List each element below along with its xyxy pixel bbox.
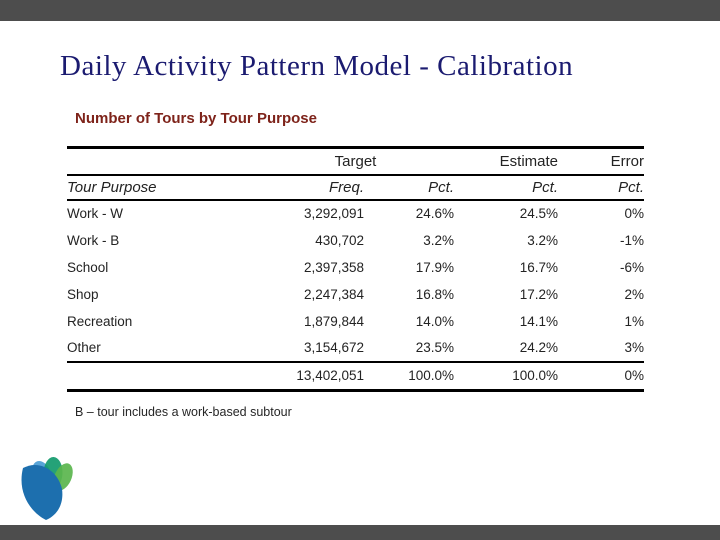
top-bar (0, 0, 720, 21)
cell: 13,402,051 (257, 360, 364, 391)
cell: 3.2% (423, 232, 455, 248)
table-caption: Number of Tours by Tour Purpose (75, 110, 317, 127)
row-label (67, 360, 257, 391)
cell: 1% (624, 313, 645, 329)
cell: 24.2% (519, 340, 559, 355)
table-row: Other 3,154,672 23.5% 24.2% 3% (67, 335, 644, 362)
slide-title: Daily Activity Pattern Model - Calibrati… (60, 50, 574, 82)
row-label: Shop (67, 286, 99, 302)
row-label: Recreation (67, 313, 133, 329)
cell: 2,397,358 (303, 259, 364, 275)
col-group-error: Error (558, 147, 645, 176)
col-group-estimate: Estimate (454, 147, 559, 176)
cell: -1% (620, 232, 645, 248)
bottom-bar (0, 525, 720, 540)
row-label: Work - W (67, 206, 123, 221)
cell: 100.0% (364, 360, 455, 391)
cell: 16.8% (415, 286, 455, 302)
table-row: Shop 2,247,384 16.8% 17.2% 2% (67, 281, 644, 308)
table-row: Work - W 3,292,091 24.6% 24.5% 0% (67, 200, 644, 227)
cell: 0% (624, 206, 645, 221)
cell: -6% (620, 259, 645, 275)
header-tour-purpose: Tour Purpose (67, 174, 257, 201)
cell: 2% (624, 286, 645, 302)
cell: 14.0% (415, 313, 455, 329)
petal-flower-logo (21, 457, 73, 520)
cell: 17.2% (519, 286, 559, 302)
header-estimate-pct: Pct. (454, 174, 559, 201)
header-freq: Freq. (257, 174, 364, 201)
cell: 3.2% (527, 232, 559, 248)
footnote: B – tour includes a work-based subtour (75, 405, 292, 419)
column-header-row: Tour Purpose Freq. Pct. Pct. Pct. (67, 174, 645, 201)
cell: 0% (558, 360, 645, 391)
cell: 3,292,091 (303, 206, 364, 221)
cell: 17.9% (415, 259, 455, 275)
column-group-row: Target Estimate Error (67, 147, 645, 176)
table-row: School 2,397,358 17.9% 16.7% -6% (67, 254, 644, 281)
table-row: Recreation 1,879,844 14.0% 14.1% 1% (67, 308, 644, 335)
cell: 24.6% (415, 206, 455, 221)
cell: 3% (624, 340, 645, 355)
row-label: Work - B (67, 232, 120, 248)
logo-leaf-blue-icon (21, 464, 63, 520)
cell: 100.0% (454, 360, 559, 391)
row-label: Other (67, 340, 101, 355)
cell: 16.7% (519, 259, 559, 275)
cell: 1,879,844 (303, 313, 364, 329)
cell: 3,154,672 (303, 340, 364, 355)
table-body: Work - W 3,292,091 24.6% 24.5% 0% Work - B 430… (67, 200, 644, 362)
row-label: School (67, 259, 109, 275)
col-group-target: Target (257, 147, 455, 176)
header-error-pct: Pct. (558, 174, 645, 201)
total-row: 13,402,051 100.0% 100.0% 0% (67, 360, 645, 391)
cell: 14.1% (519, 313, 559, 329)
calibration-table: Target Estimate Error Tour Purpose Freq.… (67, 146, 645, 392)
blank-cell (67, 147, 257, 176)
cell: 2,247,384 (303, 286, 364, 302)
table-row: Work - B 430,702 3.2% 3.2% -1% (67, 227, 644, 254)
cell: 430,702 (315, 232, 364, 248)
cell: 24.5% (519, 206, 559, 221)
header-target-pct: Pct. (364, 174, 455, 201)
cell: 23.5% (415, 340, 455, 355)
